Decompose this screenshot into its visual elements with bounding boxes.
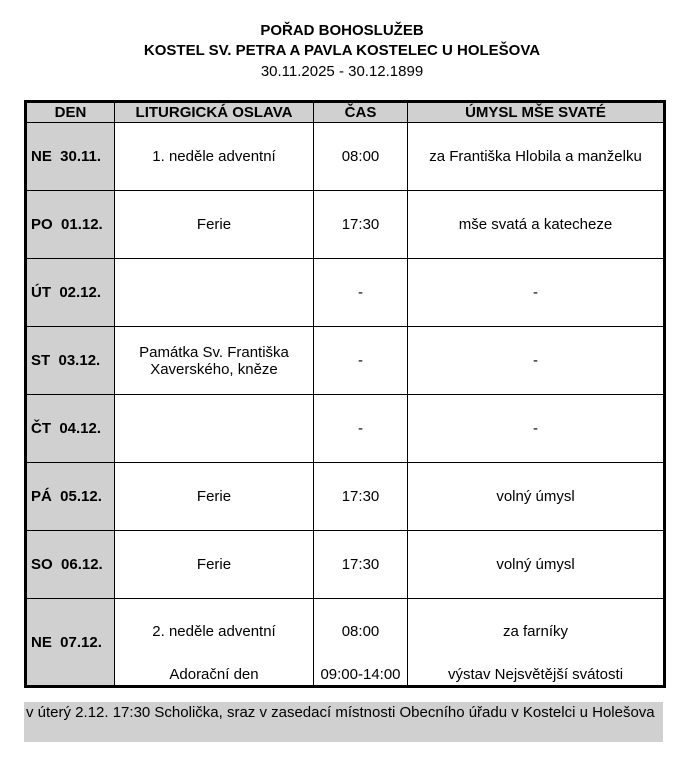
table-row: ČT 04.12. - - [25, 394, 665, 463]
day-cell: NE 07.12. [25, 598, 115, 687]
time-cell: 08:00 [313, 122, 408, 191]
celebration-cell: 1. neděle adventní [114, 122, 314, 191]
celebration-cell: Ferie [114, 530, 314, 599]
page-title: POŘAD BOHOSLUŽEB [260, 22, 424, 39]
intention-cell: volný úmysl [407, 530, 665, 599]
church-name: KOSTEL SV. PETRA A PAVLA KOSTELEC U HOLE… [143, 42, 541, 59]
time-cell: 08:00 09:00-14:00 [313, 598, 408, 687]
time-cell: - [313, 258, 408, 327]
intention-cell: - [407, 326, 665, 395]
celebration-cell [114, 394, 314, 463]
table-row: PÁ 05.12. Ferie 17:30 volný úmysl [25, 462, 665, 531]
intention-cell: za Františka Hlobila a manželku [407, 122, 665, 191]
day-cell: ČT 04.12. [25, 394, 115, 463]
time-cell: - [313, 394, 408, 463]
table-row: NE 07.12. 2. neděle adventní Adorační den… [25, 598, 665, 687]
time-text-2: 09:00-14:00 [320, 666, 401, 683]
intention-cell: - [407, 258, 665, 327]
col-celebration: LITURGICKÁ OSLAVA [114, 101, 314, 123]
intention-cell: mše svatá a katecheze [407, 190, 665, 259]
date-range: 30.11.2025 - 30.12.1899 [260, 63, 424, 80]
celebration-cell: 2. neděle adventní Adorační den [114, 598, 314, 687]
time-cell: 17:30 [313, 462, 408, 531]
celebration-cell [114, 258, 314, 327]
announcement-note: v úterý 2.12. 17:30 Scholička, sraz v za… [24, 702, 663, 742]
table-row: ST 03.12. Památka Sv. Františka Xaverskéh… [25, 326, 665, 395]
schedule-table: DEN LITURGICKÁ OSLAVA ČAS ÚMYSL MŠE SVAT… [24, 100, 666, 688]
intention-cell: volný úmysl [407, 462, 665, 531]
intention-text-2: výstav Nejsvětější svátosti [447, 666, 624, 683]
col-intention: ÚMYSL MŠE SVATÉ [407, 101, 665, 123]
col-time: ČAS [313, 101, 408, 123]
time-cell: 17:30 [313, 530, 408, 599]
celebration-cell: Ferie [114, 190, 314, 259]
time-cell: - [313, 326, 408, 395]
day-cell: NE 30.11. [25, 122, 115, 191]
day-cell: ST 03.12. [25, 326, 115, 395]
day-cell: ÚT 02.12. [25, 258, 115, 327]
day-cell: SO 06.12. [25, 530, 115, 599]
col-day: DEN [25, 101, 115, 123]
intention-cell: - [407, 394, 665, 463]
celebration-text: 2. neděle adventní [152, 623, 276, 640]
celebration-cell: Památka Sv. Františka Xaverského, kněze [114, 326, 314, 395]
celebration-text-2: Adorační den [169, 666, 259, 683]
day-cell: PO 01.12. [25, 190, 115, 259]
intention-cell: za farníky výstav Nejsvětější svátosti [407, 598, 665, 687]
celebration-cell: Ferie [114, 462, 314, 531]
table-row: PO 01.12. Ferie 17:30 mše svatá a katecheze [25, 190, 665, 259]
table-row: NE 30.11. 1. neděle adventní 08:00 za Frant… [25, 122, 665, 191]
table-row: SO 06.12. Ferie 17:30 volný úmysl [25, 530, 665, 599]
day-cell: PÁ 05.12. [25, 462, 115, 531]
table-header: DEN LITURGICKÁ OSLAVA ČAS ÚMYSL MŠE SVAT… [25, 101, 665, 123]
time-cell: 17:30 [313, 190, 408, 259]
time-text: 08:00 [341, 623, 380, 640]
table-row: ÚT 02.12. - - [25, 258, 665, 327]
intention-text: za farníky [502, 623, 569, 640]
